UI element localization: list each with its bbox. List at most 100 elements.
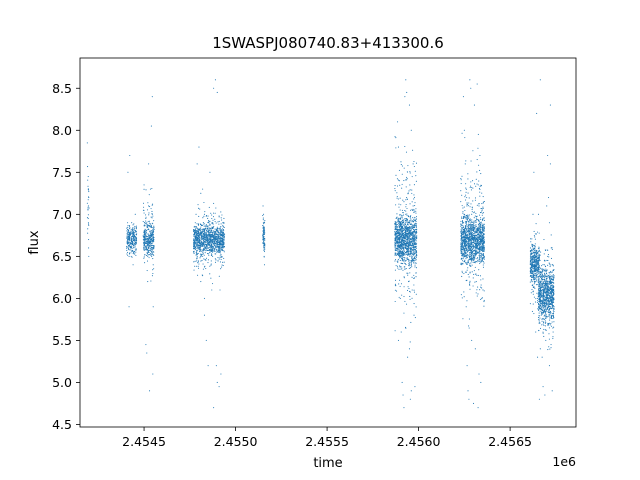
data-point	[470, 203, 472, 205]
data-point	[213, 231, 215, 233]
data-point	[406, 289, 409, 292]
data-point	[144, 254, 146, 256]
data-point	[133, 223, 135, 225]
data-point	[197, 245, 199, 247]
data-point	[482, 202, 484, 204]
data-point	[193, 250, 195, 252]
data-point	[219, 255, 221, 257]
data-point	[409, 260, 411, 262]
data-point	[466, 204, 468, 206]
data-point	[405, 239, 407, 241]
data-point	[468, 258, 470, 260]
data-point	[410, 250, 412, 252]
data-point	[535, 274, 537, 276]
data-point	[196, 235, 198, 237]
data-point	[205, 257, 208, 259]
data-point	[532, 244, 534, 246]
data-point	[152, 215, 154, 217]
data-point	[475, 234, 477, 236]
data-point	[209, 234, 211, 236]
data-point	[480, 230, 482, 232]
data-point	[263, 233, 265, 235]
data-point	[531, 272, 533, 274]
data-point	[87, 214, 89, 216]
data-point	[153, 230, 155, 232]
data-point	[466, 279, 468, 281]
data-point	[144, 234, 147, 236]
data-point	[398, 244, 400, 246]
data-point	[216, 245, 218, 247]
data-point	[464, 271, 466, 273]
data-point	[126, 236, 128, 238]
data-point	[202, 250, 204, 252]
data-point	[533, 235, 535, 237]
data-point	[213, 247, 215, 249]
data-point	[214, 242, 216, 244]
data-point	[202, 240, 204, 242]
data-point	[466, 224, 468, 226]
data-point	[394, 247, 396, 249]
data-point	[403, 256, 405, 259]
data-point	[411, 255, 413, 257]
data-point	[196, 260, 198, 262]
data-point	[466, 217, 468, 219]
data-point	[461, 238, 463, 240]
data-point	[132, 230, 134, 232]
data-point	[153, 226, 155, 228]
data-point	[149, 232, 151, 234]
data-point	[472, 261, 474, 263]
data-point	[220, 268, 222, 270]
data-point	[87, 206, 89, 208]
data-point	[538, 249, 540, 252]
data-point	[463, 253, 465, 255]
data-point	[148, 254, 150, 256]
data-point	[195, 250, 197, 252]
data-point	[479, 289, 481, 291]
data-point	[469, 186, 471, 189]
data-point	[212, 235, 214, 237]
data-point	[472, 244, 474, 246]
data-point	[204, 228, 206, 230]
data-point	[203, 245, 205, 247]
data-point	[198, 234, 200, 236]
data-point	[397, 250, 399, 252]
data-point	[197, 234, 199, 236]
data-point	[205, 224, 207, 226]
data-point	[534, 245, 536, 247]
data-point	[215, 228, 217, 230]
data-point	[533, 248, 535, 250]
data-point	[414, 170, 416, 172]
data-point	[471, 260, 473, 262]
data-point	[476, 158, 478, 161]
data-point	[406, 251, 408, 253]
data-point	[475, 238, 477, 240]
data-point	[398, 255, 400, 257]
data-point	[217, 240, 219, 242]
data-point	[461, 216, 463, 218]
data-point	[134, 253, 136, 255]
data-point	[193, 232, 195, 234]
data-point	[197, 267, 200, 269]
data-point	[529, 255, 532, 257]
data-point	[409, 230, 411, 232]
data-point	[477, 260, 479, 262]
data-point	[206, 229, 208, 231]
data-point	[482, 253, 484, 255]
data-point	[462, 217, 464, 219]
data-point	[214, 220, 216, 223]
data-point	[131, 240, 133, 242]
data-point	[208, 237, 210, 239]
data-point	[223, 251, 225, 253]
data-point	[529, 247, 532, 249]
data-point	[468, 240, 470, 242]
data-point	[538, 254, 540, 256]
data-point	[471, 207, 473, 209]
data-point	[415, 258, 417, 260]
data-point	[535, 284, 537, 286]
data-point	[405, 303, 408, 305]
data-point	[477, 256, 479, 259]
data-point	[402, 229, 405, 231]
data-point	[480, 173, 482, 175]
data-point	[462, 226, 464, 228]
data-point	[127, 228, 129, 230]
